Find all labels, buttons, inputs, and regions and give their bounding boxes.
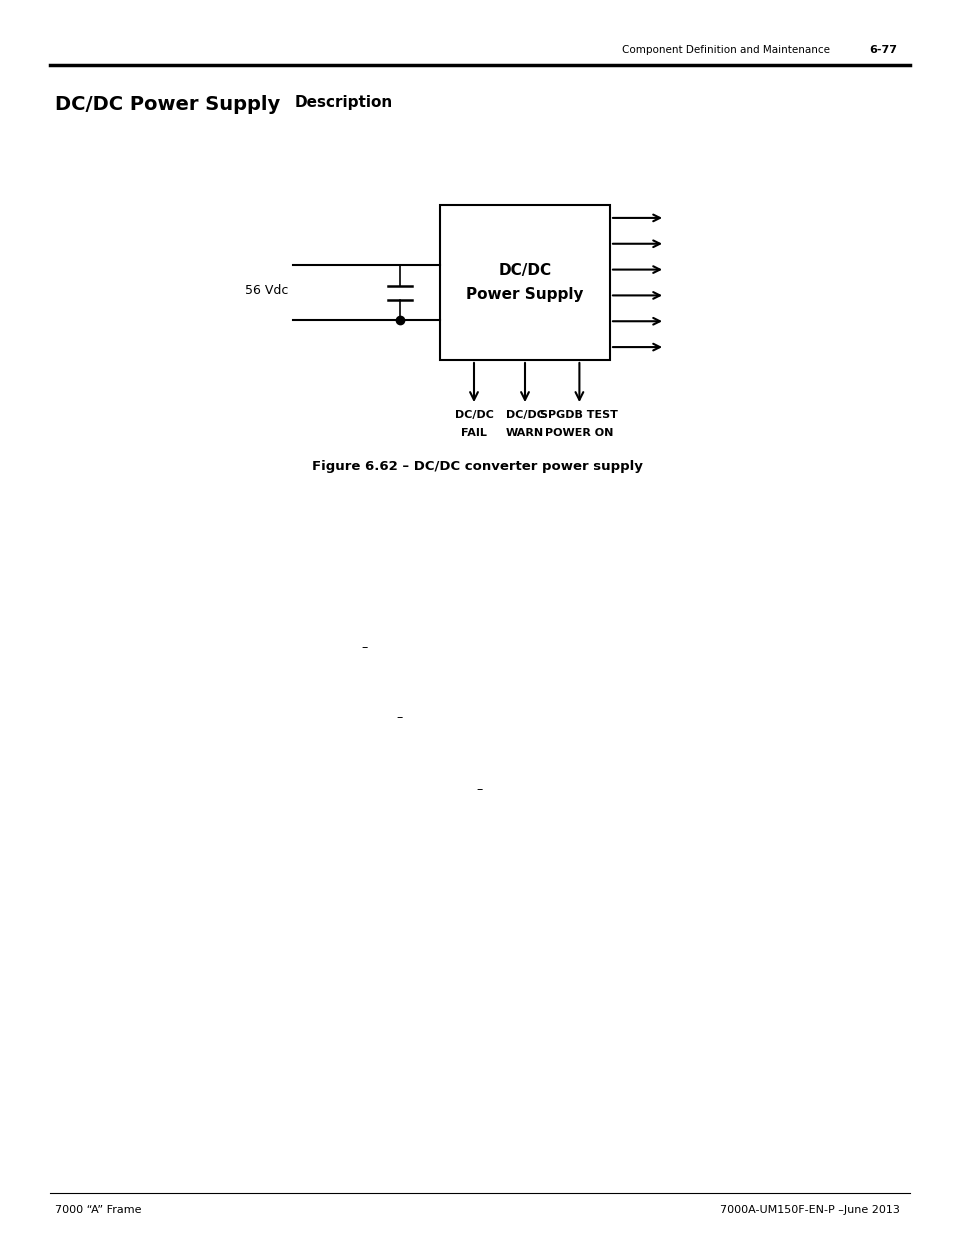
Text: 56 Vdc: 56 Vdc (244, 284, 288, 296)
Text: FAIL: FAIL (460, 429, 486, 438)
Text: DC/DC: DC/DC (505, 410, 544, 420)
Text: Component Definition and Maintenance: Component Definition and Maintenance (621, 44, 829, 56)
Text: DC/DC: DC/DC (454, 410, 493, 420)
Text: SPGDB TEST: SPGDB TEST (540, 410, 618, 420)
Text: Figure 6.62 – DC/DC converter power supply: Figure 6.62 – DC/DC converter power supp… (312, 459, 641, 473)
Text: 6-77: 6-77 (868, 44, 896, 56)
Text: Power Supply: Power Supply (466, 287, 583, 303)
Text: 7000A-UM150F-EN-P –June 2013: 7000A-UM150F-EN-P –June 2013 (720, 1205, 899, 1215)
Text: DC/DC Power Supply: DC/DC Power Supply (55, 95, 280, 114)
Text: DC/DC: DC/DC (497, 263, 551, 278)
Text: –: – (396, 711, 403, 725)
Text: Description: Description (294, 95, 393, 110)
Text: 7000 “A” Frame: 7000 “A” Frame (55, 1205, 141, 1215)
Text: POWER ON: POWER ON (545, 429, 613, 438)
Bar (439, 205, 609, 359)
Text: WARN: WARN (505, 429, 543, 438)
Text: –: – (361, 641, 368, 655)
Text: –: – (476, 783, 482, 797)
